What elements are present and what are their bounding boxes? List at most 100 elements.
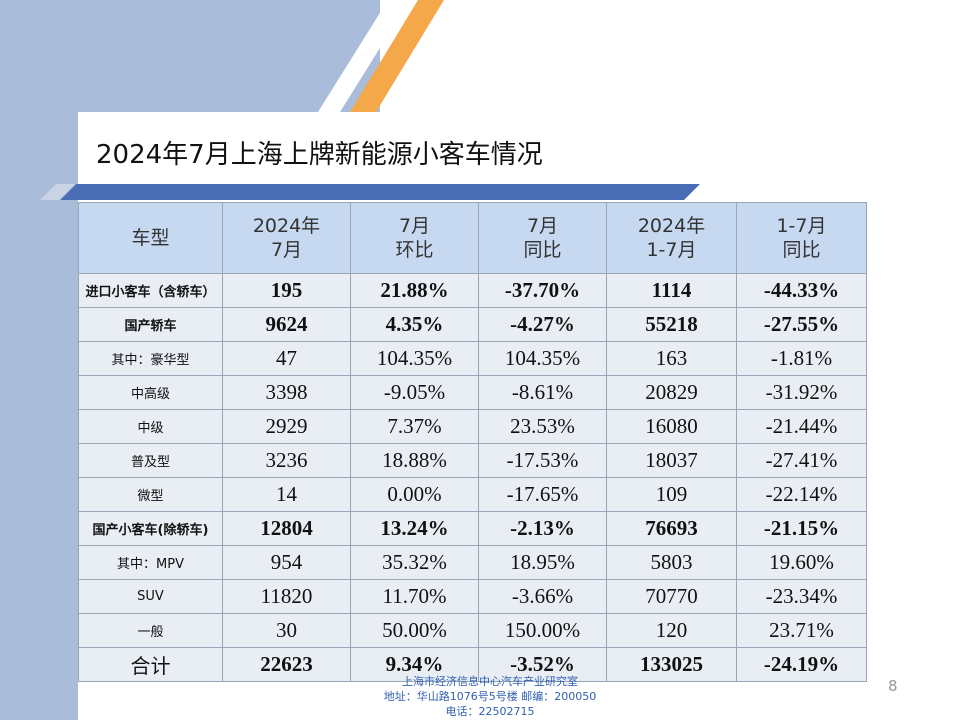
table-cell: 50.00% bbox=[350, 613, 479, 648]
table-cell: 76693 bbox=[606, 511, 737, 546]
column-header-line: 7月 bbox=[270, 239, 303, 261]
table-cell: 1114 bbox=[606, 273, 737, 308]
table-cell: 104.35% bbox=[478, 341, 607, 376]
nev-registration-table: 车型 2024年 7月 7月 环比 7月 同比 2024年 1-7月 1-7月 同比 进口小客车（含… bbox=[78, 202, 867, 682]
column-header: 7月 环比 bbox=[350, 202, 479, 274]
table-cell: 4.35% bbox=[350, 307, 479, 342]
table-cell: 16080 bbox=[606, 409, 737, 444]
table-header-row: 车型 2024年 7月 7月 环比 7月 同比 2024年 1-7月 1-7月 同比 bbox=[78, 202, 867, 274]
table-cell: 23.71% bbox=[736, 613, 867, 648]
table-row: SUV 11820 11.70% -3.66% 70770 -23.34% bbox=[78, 579, 867, 614]
left-sidebar-band bbox=[0, 0, 78, 720]
column-header-line: 同比 bbox=[782, 239, 821, 261]
table-cell: -31.92% bbox=[736, 375, 867, 410]
table-cell: 0.00% bbox=[350, 477, 479, 512]
table-cell: -27.41% bbox=[736, 443, 867, 478]
table-row: 进口小客车（含轿车） 195 21.88% -37.70% 1114 -44.33% bbox=[78, 273, 867, 308]
column-header-line: 环比 bbox=[395, 239, 434, 261]
row-label: 中级 bbox=[78, 409, 223, 444]
table-row: 其中：豪华型 47 104.35% 104.35% 163 -1.81% bbox=[78, 341, 867, 376]
table-cell: 9.34% bbox=[350, 647, 479, 682]
footer-org: 上海市经济信息中心汽车产业研究室 bbox=[402, 675, 578, 688]
table-cell: 55218 bbox=[606, 307, 737, 342]
table-cell: -24.19% bbox=[736, 647, 867, 682]
table-cell: -21.44% bbox=[736, 409, 867, 444]
table-cell: 47 bbox=[222, 341, 351, 376]
column-header-line: 1-7月 bbox=[776, 215, 827, 237]
column-header-line: 7月 bbox=[398, 215, 431, 237]
row-label: 其中：豪华型 bbox=[78, 341, 223, 376]
table-cell: -22.14% bbox=[736, 477, 867, 512]
page-title: 2024年7月上海上牌新能源小客车情况 bbox=[96, 140, 543, 170]
table-cell: -17.65% bbox=[478, 477, 607, 512]
row-label: 进口小客车（含轿车） bbox=[78, 273, 223, 308]
table-cell: -37.70% bbox=[478, 273, 607, 308]
table-cell: -1.81% bbox=[736, 341, 867, 376]
table-row: 微型 14 0.00% -17.65% 109 -22.14% bbox=[78, 477, 867, 512]
table-cell: -9.05% bbox=[350, 375, 479, 410]
table-row: 合计 22623 9.34% -3.52% 133025 -24.19% bbox=[78, 647, 867, 682]
table-cell: -4.27% bbox=[478, 307, 607, 342]
table-cell: 109 bbox=[606, 477, 737, 512]
table-cell: 22623 bbox=[222, 647, 351, 682]
table-cell: 20829 bbox=[606, 375, 737, 410]
table-cell: 120 bbox=[606, 613, 737, 648]
table-row: 中高级 3398 -9.05% -8.61% 20829 -31.92% bbox=[78, 375, 867, 410]
column-header: 2024年 7月 bbox=[222, 202, 351, 274]
table-cell: 18.88% bbox=[350, 443, 479, 478]
table-cell: 21.88% bbox=[350, 273, 479, 308]
row-label: 其中：MPV bbox=[78, 545, 223, 580]
table-cell: 954 bbox=[222, 545, 351, 580]
table-cell: 70770 bbox=[606, 579, 737, 614]
table-cell: 133025 bbox=[606, 647, 737, 682]
row-label: SUV bbox=[78, 579, 223, 614]
page-number: 8 bbox=[888, 677, 898, 695]
table-cell: 195 bbox=[222, 273, 351, 308]
table-cell: 11.70% bbox=[350, 579, 479, 614]
row-label: 中高级 bbox=[78, 375, 223, 410]
row-label: 微型 bbox=[78, 477, 223, 512]
table-cell: 18037 bbox=[606, 443, 737, 478]
table-cell: 104.35% bbox=[350, 341, 479, 376]
table-cell: 11820 bbox=[222, 579, 351, 614]
row-label: 合计 bbox=[78, 647, 223, 682]
table-cell: -23.34% bbox=[736, 579, 867, 614]
title-underline-band bbox=[40, 184, 700, 200]
table-cell: 14 bbox=[222, 477, 351, 512]
table-row: 中级 2929 7.37% 23.53% 16080 -21.44% bbox=[78, 409, 867, 444]
footer-phone: 电话：22502715 bbox=[445, 705, 535, 718]
row-label: 普及型 bbox=[78, 443, 223, 478]
column-header: 1-7月 同比 bbox=[736, 202, 867, 274]
table-cell: 12804 bbox=[222, 511, 351, 546]
table-row: 普及型 3236 18.88% -17.53% 18037 -27.41% bbox=[78, 443, 867, 478]
table-cell: -2.13% bbox=[478, 511, 607, 546]
table-cell: -27.55% bbox=[736, 307, 867, 342]
table-cell: -3.66% bbox=[478, 579, 607, 614]
table-cell: 7.37% bbox=[350, 409, 479, 444]
table-cell: -44.33% bbox=[736, 273, 867, 308]
footer-address: 地址：华山路1076号5号楼 邮编：200050 bbox=[383, 690, 597, 703]
column-header-line: 2024年 bbox=[252, 215, 321, 237]
column-header-line: 车型 bbox=[131, 227, 170, 249]
table-cell: 150.00% bbox=[478, 613, 607, 648]
table-cell: 35.32% bbox=[350, 545, 479, 580]
table-cell: 5803 bbox=[606, 545, 737, 580]
table-cell: -3.52% bbox=[478, 647, 607, 682]
table-cell: 2929 bbox=[222, 409, 351, 444]
diagonal-stripes-decor bbox=[318, 0, 462, 112]
table-cell: 18.95% bbox=[478, 545, 607, 580]
table-cell: 23.53% bbox=[478, 409, 607, 444]
table-cell: 3398 bbox=[222, 375, 351, 410]
column-header: 7月 同比 bbox=[478, 202, 607, 274]
top-decor-block bbox=[78, 0, 380, 112]
column-header-line: 2024年 bbox=[637, 215, 706, 237]
footer-contact: 上海市经济信息中心汽车产业研究室 地址：华山路1076号5号楼 邮编：20005… bbox=[360, 674, 620, 719]
table-cell: 9624 bbox=[222, 307, 351, 342]
column-header: 车型 bbox=[78, 202, 223, 274]
table-cell: 163 bbox=[606, 341, 737, 376]
table-cell: 3236 bbox=[222, 443, 351, 478]
row-label: 国产轿车 bbox=[78, 307, 223, 342]
table-cell: -8.61% bbox=[478, 375, 607, 410]
table-cell: 30 bbox=[222, 613, 351, 648]
column-header-line: 1-7月 bbox=[646, 239, 697, 261]
